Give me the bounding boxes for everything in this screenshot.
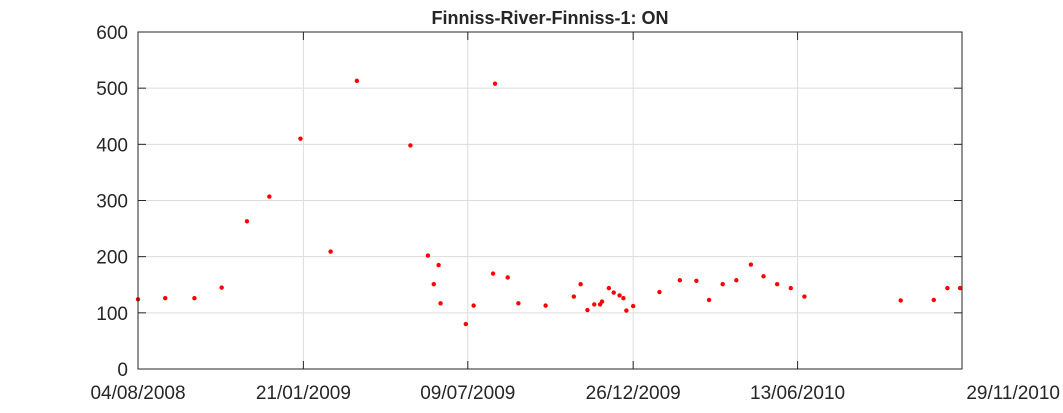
data-point bbox=[578, 281, 583, 287]
data-point bbox=[585, 307, 590, 313]
data-point bbox=[543, 303, 548, 308]
data-point bbox=[354, 78, 360, 84]
y-tick-label: 500 bbox=[96, 79, 128, 100]
data-point bbox=[492, 81, 498, 86]
y-tick-label: 400 bbox=[96, 135, 128, 156]
axis-ticks bbox=[137, 31, 963, 370]
x-tick-label: 26/12/2009 bbox=[586, 383, 681, 404]
data-point bbox=[761, 274, 766, 279]
data-point bbox=[219, 285, 224, 290]
data-point bbox=[505, 275, 510, 280]
data-point bbox=[802, 294, 807, 299]
x-tick-label: 09/07/2009 bbox=[420, 383, 515, 404]
x-tick-label: 13/06/2010 bbox=[750, 383, 845, 404]
data-point bbox=[945, 285, 950, 291]
data-point bbox=[657, 289, 662, 295]
data-point bbox=[774, 281, 780, 287]
data-point bbox=[677, 278, 683, 283]
data-point bbox=[244, 219, 250, 224]
data-point bbox=[571, 294, 577, 299]
data-point bbox=[706, 297, 712, 303]
x-tick-label: 21/01/2009 bbox=[256, 383, 351, 404]
data-point bbox=[611, 290, 616, 295]
data-point bbox=[438, 301, 443, 306]
data-point bbox=[599, 299, 605, 304]
x-tick-label: 04/08/2008 bbox=[90, 383, 185, 404]
y-tick-label: 300 bbox=[96, 192, 128, 213]
data-point bbox=[298, 136, 303, 141]
x-axis-tick-labels: 04/08/2008 21/01/2009 09/07/2009 26/12/2009… bbox=[90, 383, 1060, 404]
data-point bbox=[630, 303, 636, 309]
data-point bbox=[490, 271, 496, 276]
data-point bbox=[606, 285, 612, 291]
grid-lines bbox=[138, 32, 962, 369]
data-point bbox=[267, 194, 272, 199]
data-point bbox=[408, 143, 413, 148]
data-point bbox=[617, 293, 622, 298]
y-tick-label: 0 bbox=[117, 360, 128, 381]
y-axis-tick-labels: 0 100 200 300 400 500 600 bbox=[96, 23, 128, 381]
data-point bbox=[436, 262, 441, 268]
data-point bbox=[463, 321, 469, 327]
data-point bbox=[748, 262, 754, 267]
y-tick-label: 100 bbox=[96, 304, 128, 325]
data-point bbox=[788, 285, 793, 291]
data-point bbox=[957, 285, 963, 291]
data-point bbox=[516, 301, 521, 306]
data-point bbox=[720, 281, 725, 287]
data-point bbox=[931, 297, 936, 303]
data-point bbox=[734, 278, 739, 283]
data-point bbox=[431, 281, 436, 287]
data-point bbox=[471, 303, 476, 308]
data-point bbox=[694, 278, 699, 284]
data-point bbox=[163, 296, 168, 301]
data-point bbox=[425, 253, 431, 258]
data-points bbox=[135, 78, 963, 327]
data-point bbox=[624, 308, 629, 313]
y-tick-label: 200 bbox=[96, 248, 128, 269]
data-point bbox=[621, 296, 626, 301]
y-tick-label: 600 bbox=[96, 23, 128, 44]
data-point bbox=[192, 296, 197, 301]
x-tick-label: 29/11/2010 bbox=[966, 383, 1060, 404]
data-point bbox=[592, 302, 597, 307]
data-point bbox=[328, 249, 333, 254]
data-point bbox=[898, 298, 903, 303]
chart-title: Finniss-River-Finniss-1: ON bbox=[431, 8, 668, 28]
